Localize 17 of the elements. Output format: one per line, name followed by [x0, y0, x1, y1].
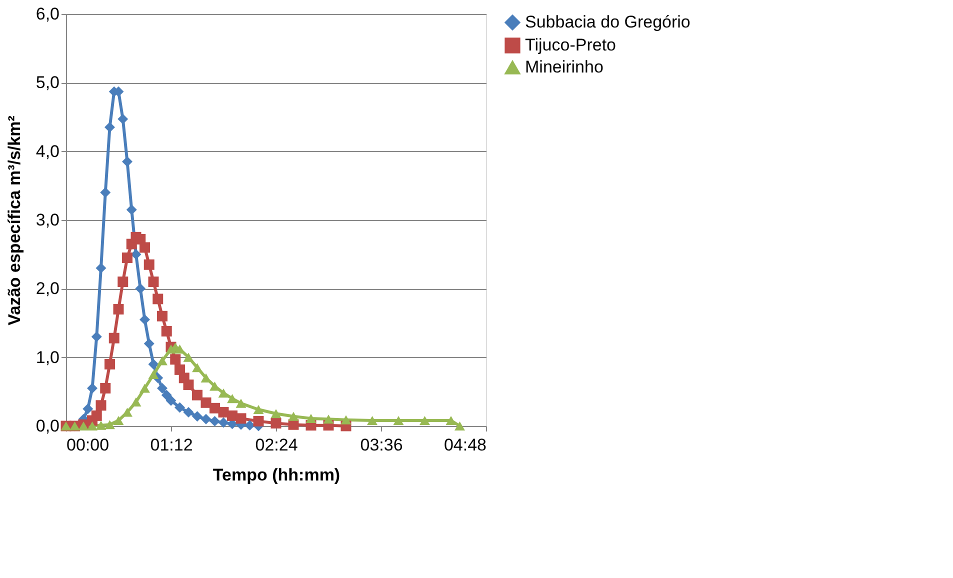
- legend-label: Mineirinho: [525, 58, 604, 76]
- y-tick-label: 6,0: [36, 4, 60, 24]
- legend-label: Tijuco-Preto: [525, 36, 616, 54]
- x-tick-label: 03:36: [360, 436, 403, 454]
- y-tick-label: 1,0: [36, 348, 60, 367]
- x-axis-title: Tempo (hh:mm): [212, 466, 340, 484]
- y-tick-label: 2,0: [36, 279, 60, 298]
- x-tick-label: 04:48: [444, 436, 486, 454]
- y-tick-label: 4,0: [36, 142, 60, 161]
- x-tick-label: 00:00: [66, 436, 110, 454]
- x-tick-label: 02:24: [255, 436, 298, 454]
- y-tick-label: 3,0: [36, 210, 60, 230]
- x-tick-label: 01:12: [150, 436, 193, 454]
- y-tick-label: 0,0: [36, 416, 60, 436]
- legend-label: Subbacia do Gregório: [525, 12, 690, 32]
- y-axis-title: Vazão específica m³/s/km²: [4, 115, 24, 326]
- y-tick-label: 5,0: [36, 73, 60, 92]
